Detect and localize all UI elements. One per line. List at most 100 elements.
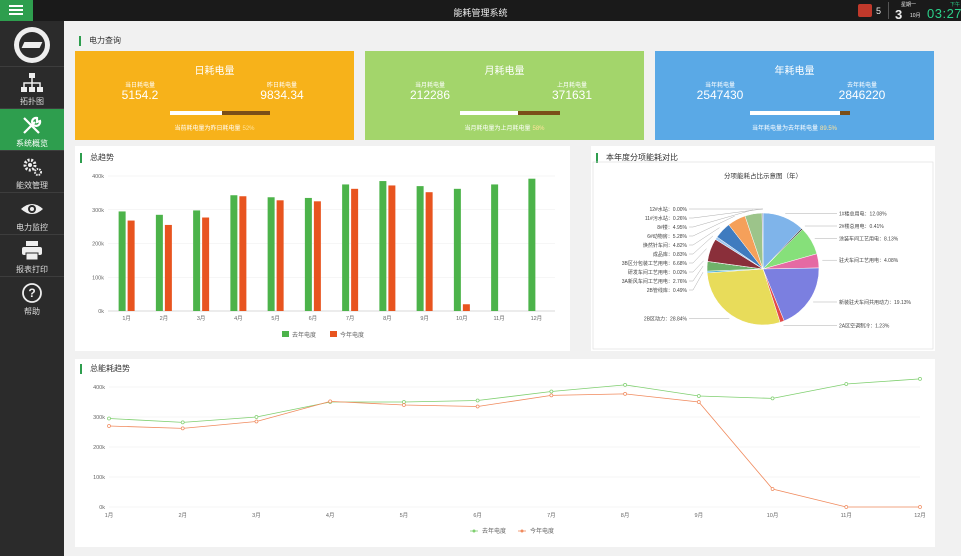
pie-slice-label: 12#水站：0.00% [649,206,687,213]
svg-text:?: ? [28,286,35,300]
sidebar-item-overview[interactable]: 系统概览 [0,108,64,150]
previous-value: 9834.34 [260,88,304,102]
help-icon: ? [22,283,42,303]
pie-slice-label: 3A新风车间工艺用电：2.76% [622,278,688,285]
alarm-icon[interactable] [858,4,872,17]
pie-leader-line [689,260,704,273]
data-point [475,398,480,403]
ratio-pct: 52% [242,126,255,132]
legend-label: 今年电度 [530,527,554,535]
card-title: 月耗电量 [484,66,525,77]
previous-value: 371631 [551,88,593,102]
ratio-pct: 58% [532,126,545,132]
bar [276,200,284,311]
x-tick-label: 5月 [400,512,409,519]
pie-slice-label: 2B管线库：0.49% [647,287,688,294]
y-tick-label: 0k [98,309,104,315]
x-tick-label: 10月 [456,315,468,322]
x-tick-label: 12月 [914,512,926,519]
y-tick-label: 400k [93,385,105,391]
ratio-fill [460,111,518,115]
sidebar-item-help[interactable]: ? 帮助 [0,276,64,318]
x-tick-label: 10月 [767,512,779,519]
data-point [254,419,259,424]
ampm: 下午 [950,2,961,8]
bar [267,197,275,311]
pie-chart: 分项能耗占比示意图（年） 1#楼总用电：12.08% 2#楼总用电：0.41% 涂装车… [592,161,934,350]
pie-slice-label: 2A区空调制冷：1.23% [839,322,890,329]
x-tick-label: 7月 [346,315,355,322]
current-value: 5154.2 [121,88,159,102]
bar [193,210,201,311]
pie-leader-line [689,208,763,219]
x-tick-label: 6月 [473,512,482,519]
previous-value: 2846220 [838,88,886,102]
pie-leader-line [689,265,704,282]
x-tick-label: 2月 [178,512,187,519]
bar [304,197,312,311]
data-point [844,505,849,509]
bar [425,192,433,311]
pie-leader-line [689,215,735,237]
current-label: 当年耗电量 [704,83,735,89]
trend-title: 总趋势 [80,153,114,163]
ratio-bar [460,111,560,115]
pie-slice-label: 研发车间工艺用电：0.02% [628,269,688,276]
daily-usage-card: 日耗电量 当日耗电量 5154.2 昨日耗电量 9834.34 当前耗电量为昨日… [75,51,354,140]
ratio-pct: 89.5% [820,126,838,132]
sidebar-item-monitor[interactable]: 电力监控 [0,192,64,234]
x-tick-label: 7月 [547,512,556,519]
pie-leader-line [689,227,720,246]
bar [388,185,396,311]
data-point [770,487,775,491]
data-point [180,426,185,431]
pie-slice [761,212,764,270]
bar [491,184,499,311]
bar [239,196,247,311]
bar [155,214,163,311]
previous-label: 去年耗电量 [846,83,877,89]
current-value: 2547430 [696,88,744,102]
sidebar-item-efficiency[interactable]: 能效管理 [0,150,64,192]
monthly-usage-card: 月耗电量 当月耗电量 212286 上月耗电量 371631 当月耗电量为上月耗… [365,51,644,140]
y-tick-label: 400k [92,174,104,180]
y-tick-label: 100k [92,275,104,281]
menu-icon [9,5,23,7]
eye-icon [21,204,43,214]
current-value: 212286 [409,88,451,102]
y-tick-label: 200k [92,242,104,248]
legend-marker [520,529,524,533]
card-title: 日耗电量 [194,66,235,77]
pie-slice-label: 2B区动力：28.84% [644,316,688,323]
legend-swatch [330,331,337,337]
total-trend-panel: 总能耗趋势 0k 100k 200k 300k 400k 1月 2月 3月 4月 5月 6月 7月 8月… [75,359,935,547]
data-point [107,416,111,421]
previous-label: 上月耗电量 [556,83,587,89]
bar [528,178,536,311]
legend-label: 今年电度 [340,331,364,339]
sidebar-item-label: 报表打印 [16,265,48,274]
bar [453,188,461,311]
data-point [623,392,627,396]
pie-title: 分项能耗占比示意图（年） [724,171,802,180]
gears-icon [23,158,42,176]
ratio-bar [170,111,270,115]
data-point [402,400,406,404]
previous-label: 昨日耗电量 [266,83,297,89]
series-line [108,378,921,423]
data-point [180,420,185,425]
day: 3 [895,7,903,22]
x-tick-label: 3月 [197,315,206,322]
sidebar: 拓扑图 系统概览 能效管理 电力监控 报表打印 ? [0,21,64,556]
menu-button[interactable] [0,0,33,21]
pie-slice [762,267,820,322]
bar [202,217,210,311]
data-point [918,505,922,509]
pie-slice [706,268,781,326]
sidebar-item-reports[interactable]: 报表打印 [0,234,64,276]
sidebar-item-topology[interactable]: 拓扑图 [0,66,64,108]
ratio-text: 当前耗电量为昨日耗电量 52% [174,126,255,132]
x-tick-label: 6月 [309,315,318,322]
clock: 03:27 [927,6,961,21]
pie-slice-label: 1#楼总用电：12.08% [839,210,887,217]
